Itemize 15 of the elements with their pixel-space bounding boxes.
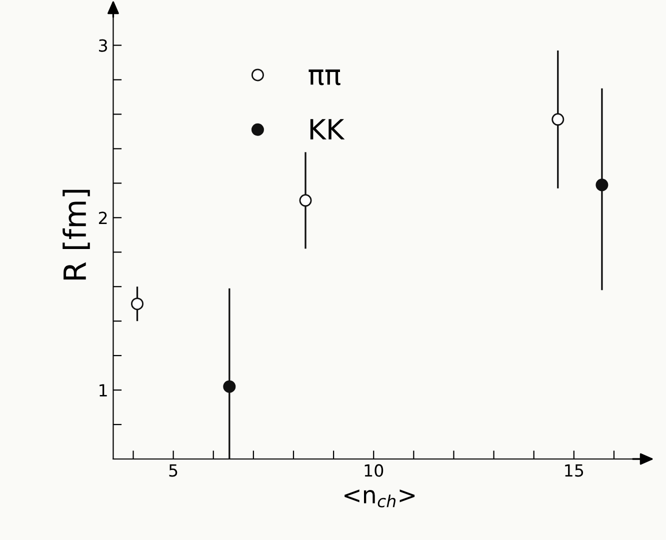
legend-label: KK <box>310 119 345 140</box>
x-tick-label: 5 <box>169 464 178 477</box>
point <box>596 178 608 192</box>
point <box>299 194 312 207</box>
y-tick-label: 1 <box>100 384 107 396</box>
y-tick-label: 3 <box>99 39 108 52</box>
x-tick-label: 15 <box>565 464 584 477</box>
y-tick-label: 2 <box>98 212 107 224</box>
legend-label: ππ <box>308 69 340 86</box>
y-axis-title: R [fm] <box>62 190 90 280</box>
x-tick-label: 10 <box>364 464 384 477</box>
x-axis-title: <n$_{ch}$> <box>344 490 415 508</box>
point <box>552 113 564 126</box>
point <box>131 298 144 310</box>
point <box>223 380 236 393</box>
